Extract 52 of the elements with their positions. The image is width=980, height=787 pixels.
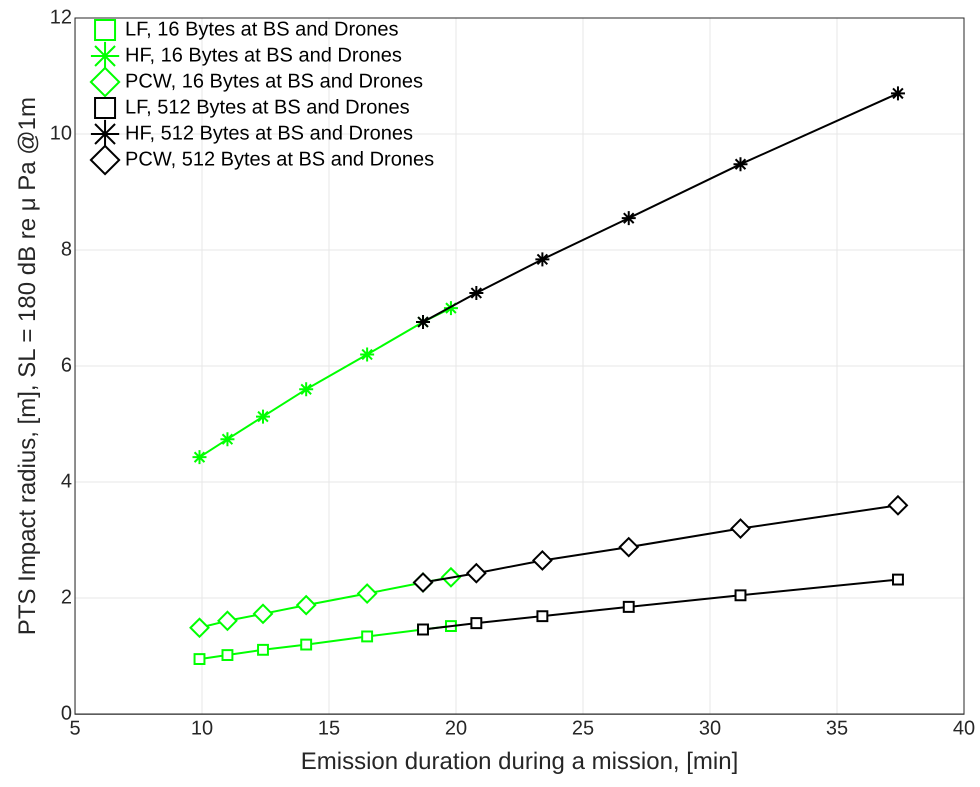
x-tick-label: 20 (444, 718, 468, 740)
point (534, 251, 550, 268)
point (298, 381, 314, 398)
point (442, 300, 459, 316)
point (890, 85, 906, 102)
legend-label: LF, 512 Bytes at BS and Drones (125, 96, 410, 119)
point (892, 574, 904, 586)
point (466, 563, 486, 584)
point (468, 285, 484, 301)
y-tick-label: 8 (60, 238, 72, 261)
x-tick-label: 40 (952, 718, 976, 740)
point (357, 584, 378, 604)
y-tick-label: 2 (60, 586, 72, 609)
point (192, 449, 208, 466)
y-axis-title: PTS Impact radius, [m], SL = 180 dB re μ Pa @1m (14, 97, 42, 636)
point (620, 210, 637, 226)
legend-label: PCW, 512 Bytes at BS and Drones (125, 148, 434, 171)
point (300, 638, 312, 651)
y-tick-label: 4 (60, 470, 72, 493)
point (734, 589, 746, 602)
x-tick-label: 35 (826, 718, 848, 740)
x-tick-label: 30 (698, 718, 722, 740)
point (888, 495, 908, 516)
point (219, 431, 236, 448)
point (359, 346, 376, 362)
point (217, 610, 238, 631)
point (622, 600, 635, 613)
point (361, 630, 374, 642)
y-tick-label: 6 (60, 354, 72, 377)
point (194, 653, 206, 666)
point (190, 618, 210, 638)
legend-label: HF, 16 Bytes at BS and Drones (125, 44, 402, 67)
point (732, 156, 748, 172)
point (252, 604, 273, 624)
point (257, 644, 269, 656)
y-tick-label: 12 (50, 6, 72, 29)
point (730, 518, 750, 539)
point (470, 617, 482, 630)
point (532, 550, 552, 570)
x-tick-label: 10 (190, 718, 214, 740)
point (221, 649, 234, 661)
point (254, 408, 271, 425)
point (618, 537, 639, 558)
legend-label: LF, 16 Bytes at BS and Drones (125, 18, 399, 41)
x-tick-label: 15 (318, 718, 340, 740)
point (536, 610, 548, 622)
x-axis-title: Emission duration during a mission, [min] (300, 748, 738, 776)
legend-label: PCW, 16 Bytes at BS and Drones (125, 70, 423, 93)
y-tick-label: 10 (50, 122, 72, 145)
legend-label: HF, 512 Bytes at BS and Drones (125, 122, 413, 145)
x-tick-label: 25 (572, 718, 594, 740)
point (296, 595, 316, 616)
